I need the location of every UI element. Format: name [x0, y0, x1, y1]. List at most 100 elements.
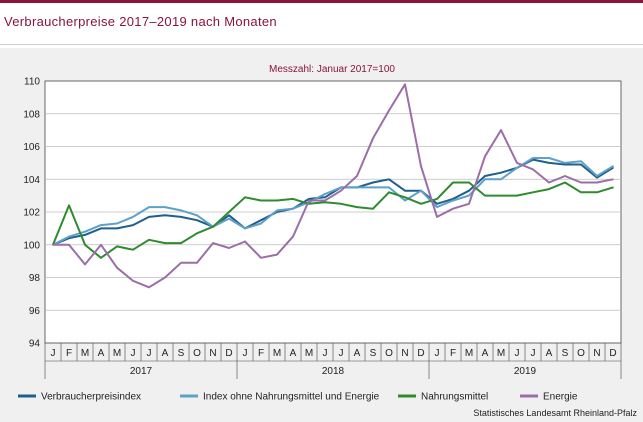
legend-label: Index ohne Nahrungsmittel und Energie — [203, 392, 380, 403]
x-tick-label: M — [465, 348, 473, 359]
data-point — [164, 214, 166, 217]
data-point — [116, 227, 118, 230]
data-point — [452, 198, 454, 200]
data-point — [532, 191, 534, 194]
year-label: 2017 — [130, 366, 153, 377]
data-point — [484, 194, 486, 197]
data-point — [148, 206, 150, 208]
data-point — [484, 175, 486, 177]
x-tick-label: F — [450, 348, 456, 359]
data-point — [468, 189, 470, 192]
data-point — [388, 178, 390, 181]
data-point — [388, 186, 390, 189]
data-point — [500, 171, 502, 174]
data-point — [116, 222, 118, 225]
data-point — [548, 181, 550, 184]
data-point — [564, 163, 566, 166]
data-point — [580, 181, 582, 184]
data-point — [596, 176, 598, 179]
x-tick-label: O — [385, 348, 393, 359]
data-point — [532, 157, 534, 159]
data-point — [84, 263, 86, 266]
data-point — [260, 257, 262, 259]
x-tick-label: J — [435, 348, 440, 359]
data-point — [100, 257, 102, 259]
data-point — [436, 206, 438, 208]
data-point — [516, 162, 518, 164]
x-tick-label: N — [209, 348, 216, 359]
data-point — [596, 181, 598, 184]
data-point — [196, 261, 198, 264]
data-point — [180, 261, 182, 264]
data-point — [260, 222, 262, 225]
x-tick-label: M — [497, 348, 505, 359]
data-point — [180, 209, 182, 212]
data-point — [548, 157, 550, 159]
x-tick-label: O — [577, 348, 585, 359]
chart-subtitle: Messzahl: Januar 2017=100 — [269, 64, 395, 75]
data-point — [516, 166, 518, 169]
data-point — [228, 247, 230, 249]
data-point — [164, 276, 166, 279]
x-tick-label: J — [515, 348, 520, 359]
x-tick-label: S — [562, 348, 569, 359]
data-point — [468, 194, 470, 197]
legend-label: Nahrungsmittel — [421, 392, 488, 403]
data-point — [388, 109, 390, 112]
data-point — [68, 235, 70, 238]
source-note: Statistisches Landesamt Rheinland-Pfalz — [473, 408, 637, 418]
data-point — [452, 181, 454, 184]
data-point — [404, 83, 406, 86]
y-tick-label: 108 — [23, 109, 40, 120]
data-point — [372, 186, 374, 189]
year-label: 2018 — [322, 366, 345, 377]
data-point — [324, 193, 326, 195]
x-tick-label: M — [113, 348, 121, 359]
data-point — [564, 181, 566, 184]
data-point — [404, 196, 406, 199]
data-point — [292, 235, 294, 238]
data-point — [148, 216, 150, 218]
data-point — [276, 209, 278, 212]
data-point — [100, 227, 102, 230]
data-point — [404, 189, 406, 192]
data-point — [260, 199, 262, 202]
data-point — [132, 224, 134, 226]
x-tick-label: J — [243, 348, 248, 359]
data-point — [196, 232, 198, 235]
x-tick-label: J — [323, 348, 328, 359]
data-point — [372, 207, 374, 210]
data-point — [180, 242, 182, 244]
x-tick-label: N — [401, 348, 408, 359]
data-point — [276, 199, 278, 202]
data-point — [548, 162, 550, 164]
data-point — [356, 175, 358, 177]
data-point — [388, 191, 390, 194]
data-point — [68, 243, 70, 246]
data-point — [100, 224, 102, 226]
x-tick-label: J — [131, 348, 136, 359]
data-point — [500, 194, 502, 197]
data-point — [500, 129, 502, 131]
x-tick-label: A — [98, 348, 105, 359]
data-point — [612, 165, 614, 167]
x-tick-label: M — [305, 348, 313, 359]
data-point — [356, 186, 358, 189]
data-point — [372, 137, 374, 140]
legend-label: Energie — [543, 392, 578, 403]
data-point — [84, 234, 86, 236]
data-point — [532, 168, 534, 171]
data-point — [420, 165, 422, 167]
data-point — [52, 243, 54, 246]
data-point — [84, 243, 86, 246]
data-point — [100, 243, 102, 246]
series-line — [52, 157, 614, 246]
x-tick-label: D — [417, 348, 424, 359]
x-tick-label: J — [531, 348, 536, 359]
y-tick-label: 96 — [29, 306, 41, 317]
data-point — [148, 239, 150, 241]
data-point — [244, 227, 246, 230]
data-point — [580, 163, 582, 166]
data-point — [148, 286, 150, 289]
